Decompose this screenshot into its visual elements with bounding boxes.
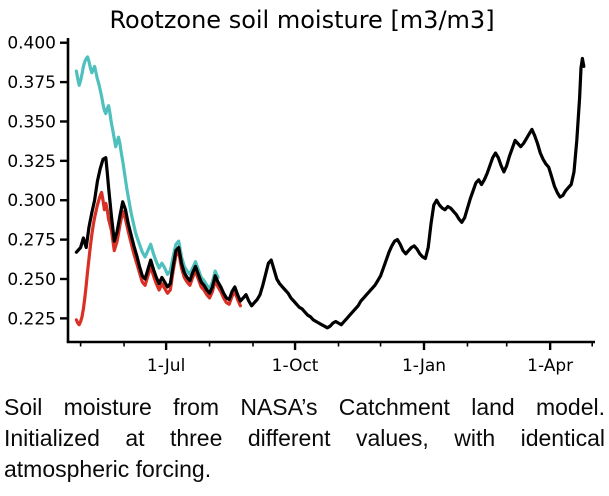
- chart-canvas: Rootzone soil moisture [m3/m3] 0.225 0.25…: [7, 6, 595, 376]
- x-axis-ticks: 1-Jul 1-Oct 1-Jan 1-Apr: [147, 342, 573, 376]
- series-line-initialized-mid: [74, 56, 586, 330]
- y-tick-label: 0.275: [7, 231, 56, 251]
- y-tick-label: 0.300: [7, 191, 56, 211]
- y-tick-label: 0.325: [7, 152, 56, 172]
- series-line-initialized-low: [74, 190, 242, 327]
- x-tick-label: 1-Jan: [402, 356, 446, 376]
- series-lines: [74, 55, 586, 330]
- soil-moisture-figure: Rootzone soil moisture [m3/m3] 0.225 0.25…: [4, 6, 605, 482]
- y-tick-label: 0.350: [7, 112, 56, 132]
- series-line-initialized-high: [74, 55, 220, 290]
- x-tick-label: 1-Apr: [527, 356, 573, 376]
- chart-plot: 0.225 0.250 0.275 0.300 0.325 0.350 0.375 0.400…: [7, 34, 595, 376]
- axes: [66, 38, 595, 344]
- x-axis-minor-ticks: [79, 342, 593, 347]
- chart-title: Rootzone soil moisture [m3/m3]: [109, 6, 494, 34]
- figure-caption: Soil moisture from NASA’s Catchment land…: [4, 394, 605, 482]
- y-tick-label: 0.375: [7, 73, 56, 93]
- y-tick-label: 0.250: [7, 270, 56, 290]
- x-tick-label: 1-Oct: [272, 356, 319, 376]
- y-tick-label: 0.400: [7, 34, 56, 54]
- y-axis-ticks: 0.225 0.250 0.275 0.300 0.325 0.350 0.375 0.400: [7, 34, 68, 329]
- y-tick-label: 0.225: [7, 309, 56, 329]
- x-tick-label: 1-Jul: [147, 356, 185, 376]
